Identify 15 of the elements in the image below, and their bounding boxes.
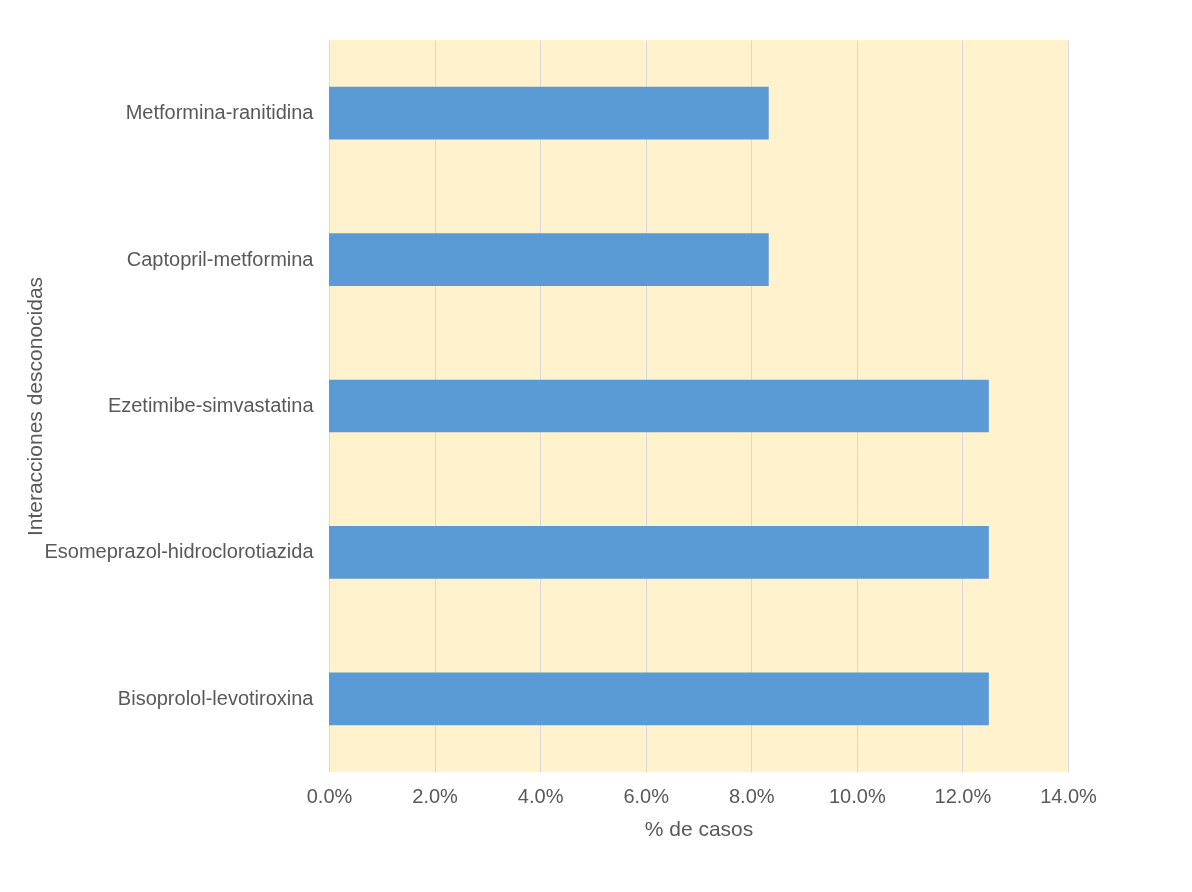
y-tick-label: Esomeprazol-hidroclorotiazida bbox=[44, 540, 315, 563]
y-axis-title: Interacciones desconocidas bbox=[22, 276, 46, 537]
y-tick-label: Metformina-ranitidina bbox=[125, 101, 315, 124]
x-tick-label: 2.0% bbox=[412, 784, 459, 807]
y-tick-label: Ezetimibe-simvastatina bbox=[107, 394, 315, 416]
y-tick-label: Captopril-metformina bbox=[126, 247, 315, 270]
x-tick-label: 8.0% bbox=[728, 784, 775, 807]
x-tick-label: 12.0% bbox=[934, 784, 992, 807]
x-tick-label: 0.0% bbox=[306, 784, 353, 807]
x-axis-title: % de casos bbox=[644, 816, 754, 840]
x-tick-label: 6.0% bbox=[623, 784, 670, 807]
x-tick-label: 10.0% bbox=[829, 784, 886, 807]
x-tick-label: 14.0% bbox=[1040, 784, 1098, 807]
x-tick-label: 4.0% bbox=[517, 784, 564, 807]
y-tick-label: Bisoprolol-levotiroxina bbox=[117, 686, 315, 709]
